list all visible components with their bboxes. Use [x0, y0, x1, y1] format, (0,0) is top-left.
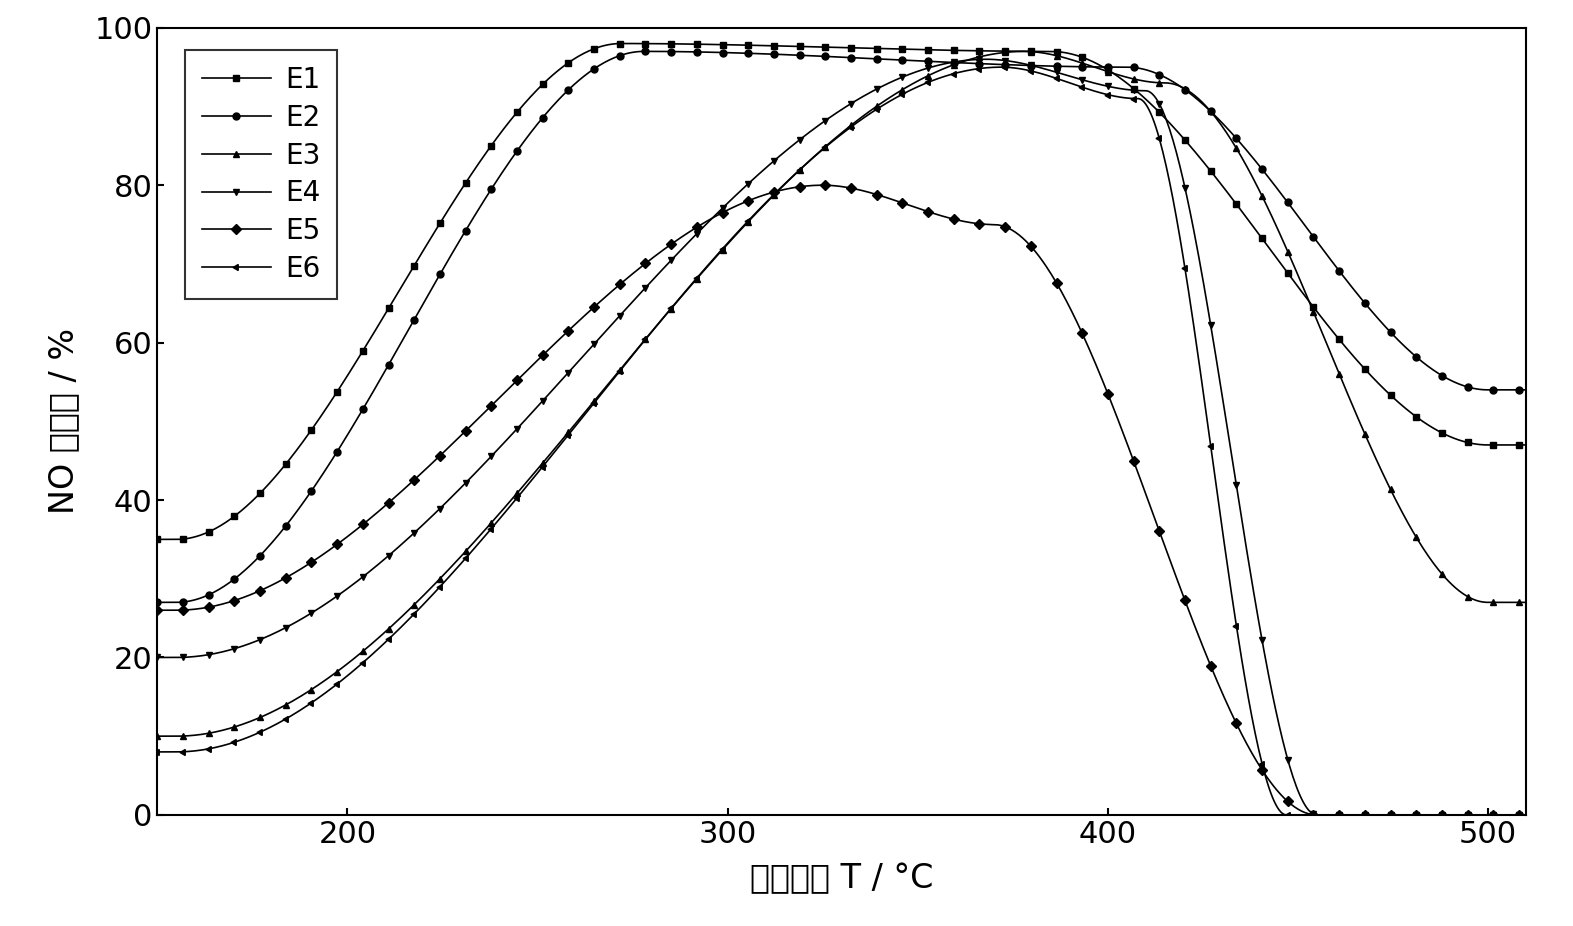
- E6: [1188, 343, 1206, 354]
- Line: E3: E3: [154, 48, 1529, 740]
- E5: [812, 180, 831, 191]
- E3: [148, 731, 167, 742]
- E4: [980, 54, 999, 65]
- E5: [1329, 809, 1348, 820]
- E5: [231, 593, 250, 604]
- E2: [1516, 384, 1535, 395]
- E3: [1516, 596, 1535, 607]
- E1: [1021, 45, 1040, 56]
- E6: [148, 746, 167, 757]
- E2: [1021, 60, 1040, 71]
- E5: [148, 605, 167, 616]
- E3: [1015, 46, 1033, 57]
- E4: [1516, 809, 1535, 820]
- E2: [944, 57, 963, 69]
- Line: E1: E1: [154, 40, 1529, 543]
- E3: [1021, 46, 1040, 57]
- E6: [978, 62, 997, 73]
- E6: [1021, 66, 1040, 77]
- E1: [231, 506, 250, 517]
- E1: [612, 38, 631, 49]
- E6: [1279, 809, 1298, 820]
- E2: [1328, 263, 1346, 274]
- E4: [1188, 242, 1206, 253]
- E1: [944, 44, 963, 56]
- E2: [148, 596, 167, 607]
- E2: [980, 58, 999, 69]
- E5: [980, 219, 999, 230]
- E6: [1329, 809, 1348, 820]
- E3: [942, 60, 961, 71]
- E3: [978, 49, 997, 60]
- E6: [231, 734, 250, 745]
- Line: E6: E6: [154, 64, 1529, 819]
- X-axis label: 反应温度 T / °C: 反应温度 T / °C: [750, 863, 933, 895]
- Line: E2: E2: [154, 48, 1529, 606]
- E1: [980, 45, 999, 56]
- E4: [231, 641, 250, 652]
- E2: [634, 46, 653, 57]
- E1: [148, 533, 167, 544]
- E3: [231, 720, 250, 731]
- Legend: E1, E2, E3, E4, E5, E6: E1, E2, E3, E4, E5, E6: [186, 49, 337, 299]
- E5: [944, 214, 963, 225]
- E4: [148, 652, 167, 663]
- Y-axis label: NO 转化率 / %: NO 转化率 / %: [47, 329, 80, 514]
- E6: [942, 69, 961, 80]
- E1: [1328, 332, 1346, 343]
- E6: [1516, 809, 1535, 820]
- E4: [942, 56, 961, 68]
- E4: [1021, 60, 1040, 71]
- E5: [1188, 626, 1206, 637]
- E5: [1021, 241, 1040, 252]
- E1: [1516, 439, 1535, 450]
- E5: [1516, 809, 1535, 820]
- E3: [1188, 92, 1206, 103]
- Line: E4: E4: [154, 56, 1529, 819]
- E4: [977, 54, 996, 65]
- E6: [993, 62, 1011, 73]
- E4: [1329, 809, 1348, 820]
- Line: E5: E5: [154, 181, 1529, 819]
- E3: [1328, 364, 1346, 375]
- E2: [231, 568, 250, 579]
- E1: [1188, 148, 1206, 159]
- E2: [1188, 94, 1206, 105]
- E5: [1307, 809, 1326, 820]
- E4: [1307, 809, 1326, 820]
